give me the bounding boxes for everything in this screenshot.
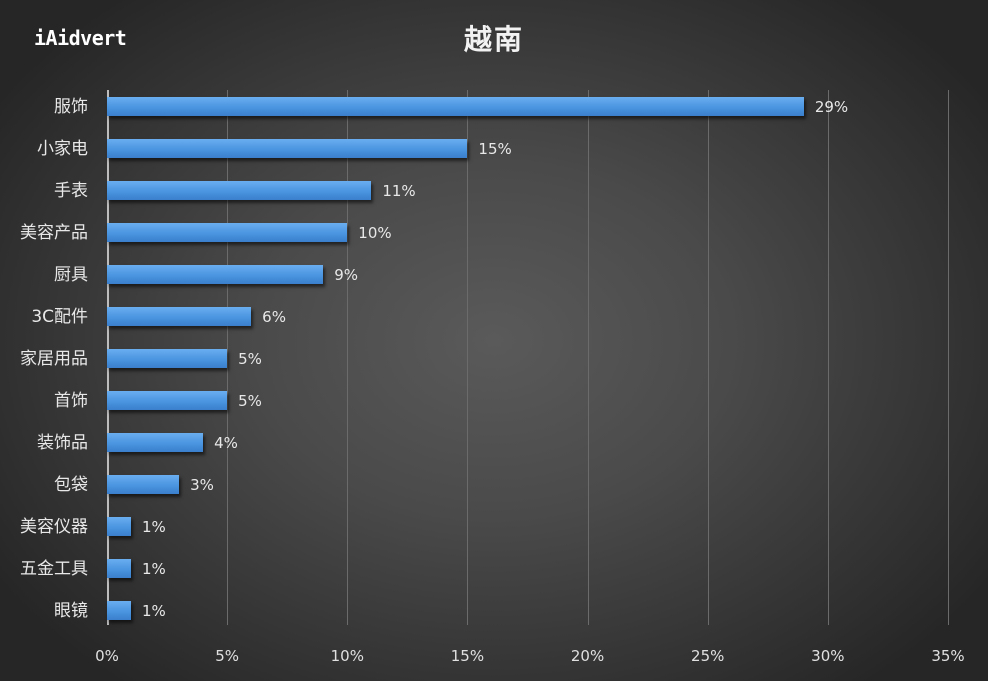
chart-title: 越南 [463,23,524,56]
x-tick-label: 5% [215,647,240,665]
bar-row: 服饰 29% [0,86,988,128]
value-label: 29% [814,98,849,116]
bar-row: 小家电 15% [0,128,988,170]
category-label: 家居用品 [20,349,88,369]
x-tick-label: 35% [931,647,965,665]
gridline [948,90,949,625]
bar-row: 包袋 3% [0,464,988,506]
aidvert-logo: iAidvert [32,20,127,50]
bar [107,97,804,116]
x-tick-label: 25% [691,647,725,665]
bar [107,181,372,200]
category-label: 包袋 [54,475,88,495]
category-label: 眼镜 [54,601,88,621]
value-label: 6% [262,308,286,326]
bar-row: 五金工具 1% [0,548,988,590]
x-tick-label: 30% [811,647,845,665]
value-label: 5% [238,350,262,368]
bar-row: 眼镜 1% [0,590,988,632]
value-label: 15% [478,140,512,158]
plot-area: 服饰 29% 小家电 15% 手表 11% 美容产品 10% 厨具 9% 3C配件 6% 家居用品 5% 首… [20,90,949,625]
category-label: 装饰品 [37,433,88,453]
category-label: 服饰 [54,97,88,117]
category-label: 小家电 [37,139,88,159]
bar-row: 装饰品 4% [0,422,988,464]
x-tick-label: 15% [450,647,485,665]
bar-row: 美容产品 10% [0,212,988,254]
category-label: 首饰 [54,391,88,411]
bar-row: 厨具 9% [0,254,988,296]
bar [107,475,180,494]
bar-row: 首饰 5% [0,380,988,422]
gridline [227,90,229,625]
logo-text: iAidvert [34,26,127,50]
value-label: 10% [358,224,392,242]
value-label: 11% [382,182,416,200]
bar [107,433,204,452]
bar [107,349,228,368]
value-label: 3% [190,476,214,494]
bar [107,559,132,578]
bar-row: 3C配件 6% [0,296,988,338]
value-label: 1% [142,602,166,620]
bar-row: 手表 11% [0,170,988,212]
bar [107,139,468,158]
gridline [347,90,349,625]
bar [107,391,228,410]
category-label: 美容仪器 [20,517,88,537]
category-label: 厨具 [54,265,88,285]
x-tick-label: 20% [570,647,605,665]
value-label: 4% [214,434,238,452]
x-tick-label: 10% [330,647,364,665]
value-label: 1% [142,560,166,578]
category-label: 手表 [54,181,88,201]
value-label: 1% [142,518,166,536]
gridline [587,90,589,625]
bar-row: 家居用品 5% [0,338,988,380]
category-label: 3C配件 [31,307,88,327]
gridline [707,90,709,625]
value-label: 9% [334,266,359,284]
bar [107,517,132,536]
category-label: 五金工具 [20,559,88,579]
x-tick-label: 0% [95,647,119,665]
bar [107,307,252,326]
category-label: 美容产品 [20,223,88,243]
bar [107,601,132,620]
bar [107,265,324,284]
value-label: 5% [238,392,262,410]
gridline [827,90,829,625]
bar-row: 美容仪器 1% [0,506,988,548]
bar [107,223,348,242]
gridline [467,90,469,625]
